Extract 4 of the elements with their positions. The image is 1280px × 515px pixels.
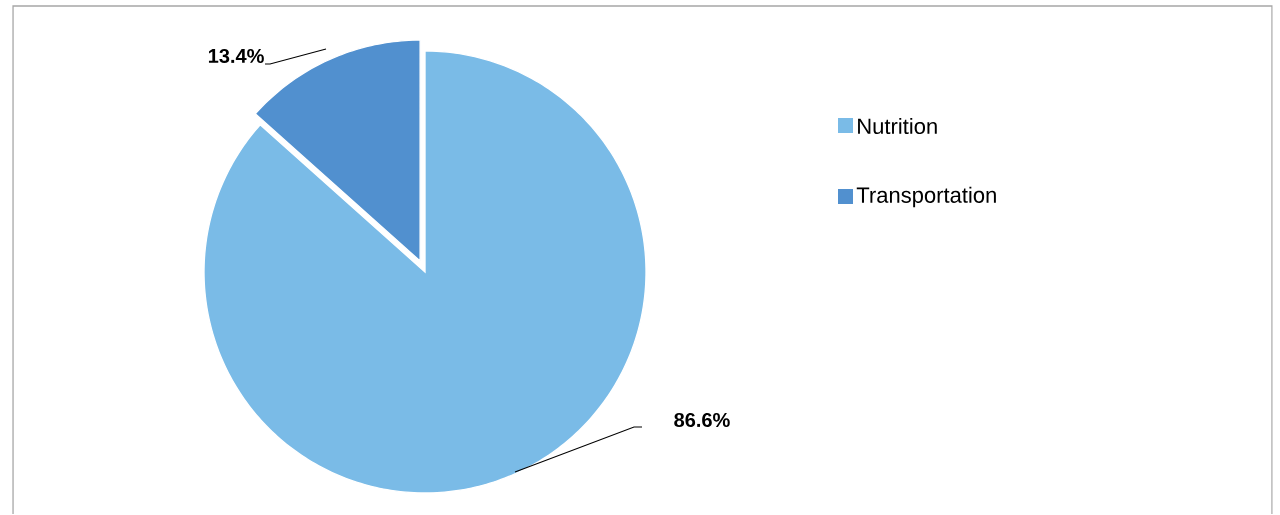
legend-label: Nutrition — [858, 118, 937, 135]
legend-label: Transportation — [856, 186, 996, 208]
data-label: 86.6% — [674, 413, 730, 428]
data-label: 13.4% — [208, 49, 264, 64]
